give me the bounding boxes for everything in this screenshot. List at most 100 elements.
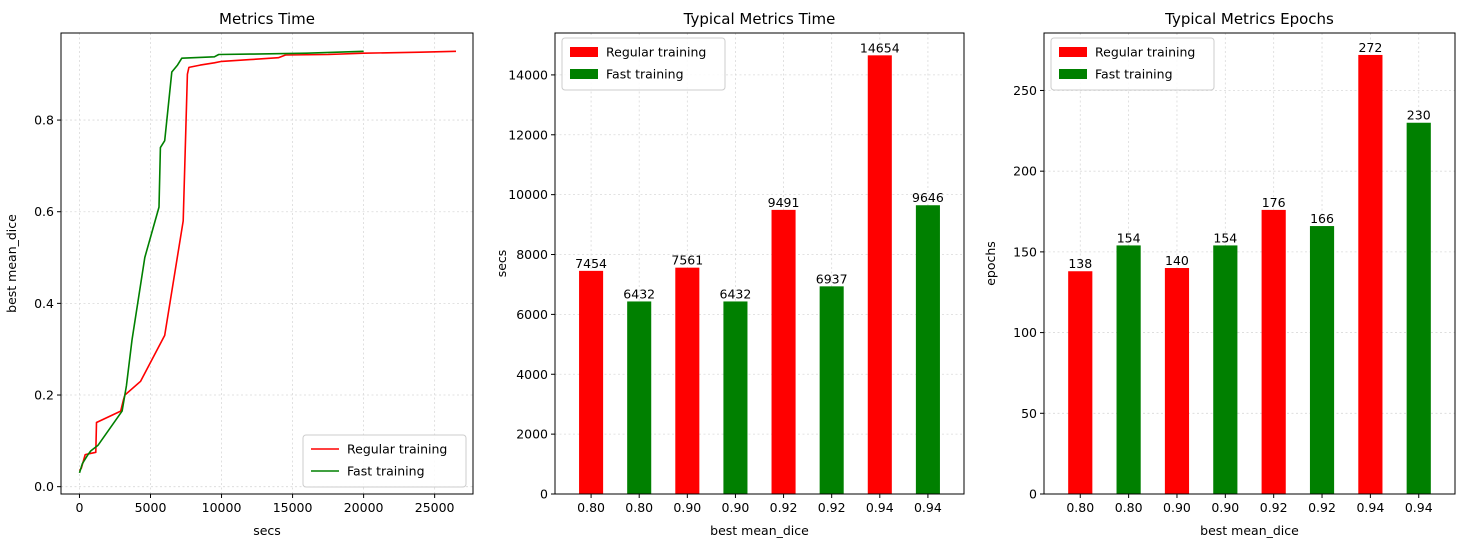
x-tick-label: 15000 [273,500,313,515]
legend-swatch-2 [570,69,598,79]
chart-panel-3: 138 154 140 154 176 166 272 230 0.80 0.80 0.90 0.90… [983,10,1456,538]
chart-panel-1: 0 5000 10000 15000 20000 25000 0.0 0.2 0.4 0.6 0.8… [4,10,474,538]
bar-1 [1068,271,1093,494]
chart-title: Metrics Time [219,10,315,28]
x-tick-label: 0.94 [914,500,942,515]
legend-box [302,434,467,488]
x-tick-label: 0.92 [1308,500,1336,515]
x-tick-label: 25000 [415,500,455,515]
y-tick-label: 250 [1013,83,1037,98]
bar-value-label-3: 7561 [671,253,703,268]
axes-frame [60,32,474,495]
legend-label-1: Regular training [347,442,447,457]
x-tick-label: 0.80 [577,500,605,515]
bar-value-label-4: 154 [1213,230,1237,245]
y-tick-label: 6000 [516,307,548,322]
bar-5 [771,209,796,494]
y-tick-label: 0.6 [34,204,54,219]
legend: Regular training Fast training [302,434,467,488]
x-tick-label: 20000 [344,500,384,515]
y-tick-label: 0.0 [34,479,54,494]
y-tick-label: 4000 [516,367,548,382]
legend-swatch-1 [1059,47,1087,57]
legend-label-2: Fast training [347,464,425,479]
bar-6 [1309,226,1335,494]
chart-title: Typical Metrics Time [683,10,836,28]
bar-value-label-8: 9646 [912,190,944,205]
y-tick-label: 200 [1013,164,1037,179]
bar-5 [1261,209,1286,494]
y-tick-label: 0.4 [34,296,54,311]
bar-value-label-5: 9491 [768,195,800,210]
bar-7 [867,55,892,495]
bar-value-label-6: 6937 [816,271,848,286]
bar-8 [915,205,940,494]
x-tick-label: 0.80 [1115,500,1143,515]
bar-value-label-1: 7454 [575,256,607,271]
legend-swatch-1 [570,47,598,57]
y-tick-label: 8000 [516,247,548,262]
y-tick-label: 10000 [508,187,548,202]
chart-panel-2: 7454 6432 7561 6432 9491 6937 14654 9646 0.80 0.8… [494,10,965,538]
legend-swatch-2 [1059,69,1087,79]
y-tick-label: 0.8 [34,113,54,128]
axes-frame [554,32,965,495]
bar-value-label-2: 154 [1117,230,1141,245]
x-tick-label: 0.92 [1260,500,1288,515]
x-tick-label: 0.90 [1211,500,1239,515]
gridlines [61,33,473,494]
gridlines [1044,33,1455,495]
bar-value-label-3: 140 [1165,253,1189,268]
bar-6 [819,286,844,494]
legend-box [561,37,726,91]
x-axis-label: best mean_dice [710,523,809,538]
legend-label-1: Regular training [606,45,706,60]
bar-value-label-1: 138 [1068,256,1092,271]
y-tick-label: 12000 [508,127,548,142]
legend-label-2: Fast training [606,67,684,82]
bar-2 [1116,245,1141,494]
y-tick-label: 0.2 [34,388,54,403]
legend-label-1: Regular training [1095,45,1195,60]
bar-4 [723,301,748,494]
y-tick-label: 2000 [516,427,548,442]
x-tick-label: 5000 [135,500,167,515]
y-axis-label: epochs [983,241,998,286]
bar-1 [579,270,604,494]
x-tick-label: 0.90 [673,500,701,515]
bar-value-label-5: 176 [1262,195,1286,210]
y-tick-label: 0 [540,487,548,502]
bar-value-label-7: 272 [1358,40,1382,55]
x-tick-label: 0.94 [1356,500,1384,515]
bar-7 [1358,54,1383,494]
bar-8 [1406,122,1431,495]
x-tick-label: 0.94 [866,500,894,515]
axes-frame [1043,32,1456,495]
x-axis-label: best mean_dice [1200,523,1299,538]
gridlines [555,33,964,495]
bar-3 [675,267,700,494]
legend-box [1050,37,1215,91]
x-tick-label: 0.90 [722,500,750,515]
x-tick-label: 0.80 [1066,500,1094,515]
bar-value-label-7: 14654 [860,40,900,55]
bar-value-label-8: 230 [1407,108,1431,123]
y-axis-label: secs [494,250,509,278]
legend-label-2: Fast training [1095,67,1173,82]
series-line-1 [78,50,457,472]
x-tick-label: 0.94 [1405,500,1433,515]
x-tick-label: 0.80 [625,500,653,515]
bar-value-label-4: 6432 [720,286,752,301]
legend: Regular training Fast training [1050,37,1215,91]
bar-2 [627,301,652,494]
bar-4 [1213,245,1238,494]
legend: Regular training Fast training [561,37,726,91]
y-tick-label: 100 [1013,325,1037,340]
y-tick-label: 50 [1021,406,1037,421]
bar-3 [1164,268,1190,494]
y-tick-label: 14000 [508,67,548,82]
x-axis-label: secs [253,523,281,538]
x-tick-label: 10000 [202,500,242,515]
y-tick-label: 150 [1013,244,1037,259]
